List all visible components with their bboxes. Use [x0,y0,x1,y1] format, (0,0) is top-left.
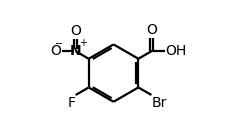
Text: F: F [67,95,75,109]
Text: Br: Br [152,95,167,109]
Text: −: − [55,39,63,49]
Text: O: O [70,24,81,38]
Text: OH: OH [165,44,187,58]
Text: O: O [51,44,62,58]
Text: O: O [146,23,157,37]
Text: +: + [79,38,87,48]
Text: N: N [70,44,81,58]
